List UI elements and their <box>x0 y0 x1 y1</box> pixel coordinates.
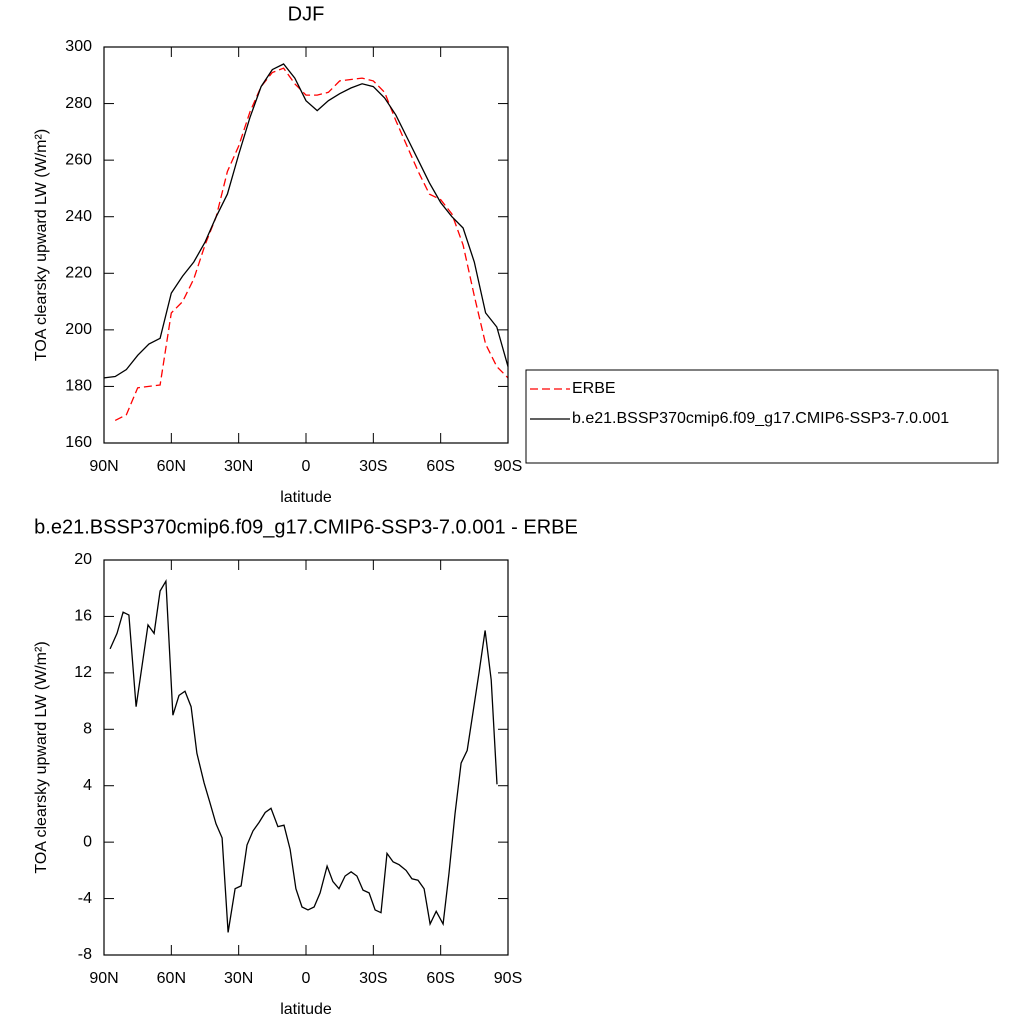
y-tick-label: -8 <box>78 946 92 963</box>
x-axis-label: latitude <box>280 489 332 506</box>
data-line <box>103 63 509 379</box>
y-tick-label: 16 <box>74 608 92 625</box>
x-tick-label: 30S <box>359 458 387 475</box>
x-tick-label: 0 <box>302 458 311 475</box>
x-tick-label: 60N <box>157 970 186 987</box>
x-tick-label: 60N <box>157 458 186 475</box>
y-tick-label: -4 <box>78 890 92 907</box>
legend-frame <box>525 369 999 464</box>
y-axis-label: TOA clearsky upward LW (W/m²) <box>33 129 50 361</box>
data-line <box>114 67 509 421</box>
x-tick-label: 30S <box>359 970 387 987</box>
y-tick-label: 260 <box>65 151 92 168</box>
y-tick-label: 280 <box>65 95 92 112</box>
x-axis-label: latitude <box>280 1001 332 1018</box>
x-tick-label: 30N <box>224 970 253 987</box>
x-tick-label: 90N <box>89 970 118 987</box>
y-tick-label: 200 <box>65 321 92 338</box>
data-line <box>109 579 498 933</box>
x-tick-label: 30N <box>224 458 253 475</box>
x-tick-label: 60S <box>426 970 454 987</box>
y-tick-label: 180 <box>65 378 92 395</box>
chart-title: DJF <box>288 3 325 25</box>
plot-frame <box>103 559 509 956</box>
legend-label: b.e21.BSSP370cmip6.f09_g17.CMIP6-SSP3-7.… <box>572 410 949 427</box>
chart-title: b.e21.BSSP370cmip6.f09_g17.CMIP6-SSP3-7.… <box>34 516 578 538</box>
x-tick-label: 0 <box>302 970 311 987</box>
x-tick-label: 60S <box>426 458 454 475</box>
legend-label: ERBE <box>572 380 616 397</box>
y-tick-label: 300 <box>65 38 92 55</box>
y-tick-label: 4 <box>83 777 92 794</box>
x-tick-label: 90N <box>89 458 118 475</box>
y-tick-label: 240 <box>65 208 92 225</box>
y-tick-label: 220 <box>65 265 92 282</box>
y-tick-label: 0 <box>83 833 92 850</box>
y-tick-label: 20 <box>74 551 92 568</box>
y-tick-label: 8 <box>83 721 92 738</box>
plot-frame <box>103 46 509 444</box>
y-tick-label: 12 <box>74 664 92 681</box>
x-tick-label: 90S <box>494 970 522 987</box>
y-axis-label: TOA clearsky upward LW (W/m²) <box>33 641 50 873</box>
x-tick-label: 90S <box>494 458 522 475</box>
y-tick-label: 160 <box>65 434 92 451</box>
